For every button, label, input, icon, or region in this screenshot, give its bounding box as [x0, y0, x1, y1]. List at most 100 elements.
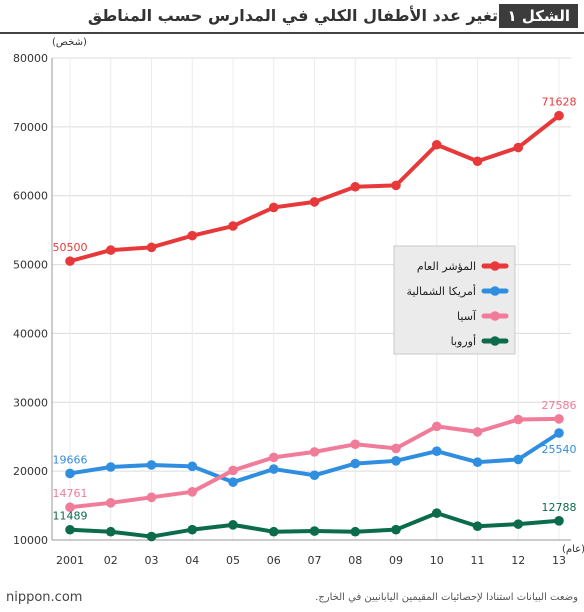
data-point [228, 465, 238, 476]
x-tick-label: 12 [511, 554, 525, 567]
legend-marker [490, 261, 500, 271]
data-point [268, 464, 279, 474]
data-point [309, 447, 320, 457]
x-axis-label: (عام) [562, 544, 584, 555]
data-point [431, 508, 442, 518]
series-2: 19666 25540 [53, 428, 577, 487]
legend-items: المؤشر العام أمريكا الشمالية آسيا أوروبا [406, 260, 509, 348]
series-group: 50500 71628 19666 25540 14761 27586 11489 12788 [53, 96, 577, 542]
data-point [146, 242, 157, 253]
data-point [146, 531, 157, 542]
y-tick-label: 70000 [13, 121, 48, 134]
x-tick-label: 13 [552, 554, 566, 567]
figure-label: الشكل ١ [499, 4, 578, 28]
y-tick-label: 50000 [13, 259, 48, 272]
data-point [391, 443, 401, 454]
x-tick-label: 08 [348, 554, 362, 567]
data-point [513, 142, 524, 153]
y-tick-label: 10000 [13, 534, 48, 547]
x-tick-label: 07 [308, 554, 322, 567]
data-point [65, 256, 75, 266]
data-point [554, 516, 564, 526]
series-4: 11489 12788 [53, 501, 577, 542]
chart-header: الشكل ١ تغير عدد الأطفال الكلي في المدار… [0, 0, 584, 34]
data-point [513, 519, 524, 529]
data-point [187, 487, 198, 497]
data-point [146, 460, 157, 470]
brand-logo-text: nippon.com [6, 590, 83, 605]
data-point [391, 456, 401, 466]
legend-label: أوروبا [451, 334, 476, 348]
x-tick-label: 11 [471, 554, 485, 567]
data-point [228, 221, 238, 231]
data-point [350, 458, 361, 469]
line-chart: 80000 70000 60000 50000 40000 30000 20000 10000… [13, 37, 584, 567]
x-axis-ticks: 2001 02 03 04 05 06 07 08 09 10 11 12 13 [56, 554, 566, 567]
x-tick-label: 04 [185, 554, 199, 567]
data-point [472, 427, 483, 437]
data-point [431, 421, 442, 432]
data-label: 50500 [53, 241, 88, 254]
data-point [554, 110, 564, 121]
series-1: 50500 71628 [53, 96, 577, 266]
data-label: 12788 [542, 501, 577, 514]
data-point [309, 197, 320, 207]
chart-title: تغير عدد الأطفال الكلي في المدارس حسب ال… [87, 6, 498, 25]
data-point [309, 526, 320, 536]
x-tick-label: 10 [430, 554, 444, 567]
data-point [554, 414, 564, 424]
data-point [350, 526, 361, 537]
data-point [105, 462, 116, 472]
source-note: وضعت البيانات استنادا لإحصائيات المقيمين… [315, 592, 578, 603]
data-point [105, 526, 116, 537]
data-point [65, 502, 75, 513]
series-3: 14761 27586 [53, 399, 577, 513]
data-label: 27586 [542, 399, 577, 412]
y-tick-label: 30000 [13, 396, 48, 409]
data-point [65, 524, 75, 535]
legend-marker [490, 336, 500, 346]
data-point [268, 526, 279, 537]
x-tick-label: 03 [145, 554, 159, 567]
data-label: 71628 [542, 96, 577, 109]
data-point [309, 470, 320, 481]
data-point [146, 492, 157, 503]
data-point [105, 245, 116, 255]
data-point [350, 439, 361, 450]
data-label: 11489 [53, 510, 88, 523]
x-tick-label: 06 [267, 554, 281, 567]
data-point [187, 524, 198, 535]
data-point [554, 428, 564, 438]
data-point [228, 520, 238, 530]
y-tick-label: 40000 [13, 327, 48, 340]
data-point [65, 468, 75, 479]
legend: المؤشر العام أمريكا الشمالية آسيا أوروبا [393, 245, 516, 355]
data-point [228, 477, 238, 487]
data-point [472, 521, 483, 532]
legend-marker [490, 311, 500, 321]
data-point [391, 524, 401, 535]
data-label: 19666 [53, 453, 88, 466]
data-point [513, 454, 524, 465]
data-point [268, 202, 279, 213]
legend-label: أمريكا الشمالية [406, 284, 476, 298]
data-point [513, 414, 524, 425]
legend-label: آسيا [457, 309, 477, 323]
x-tick-label: 2001 [56, 554, 84, 567]
data-point [187, 230, 198, 241]
x-tick-label: 09 [389, 554, 403, 567]
data-point [472, 156, 483, 167]
data-point [431, 139, 442, 150]
x-tick-label: 05 [226, 554, 240, 567]
data-label: 25540 [542, 443, 577, 456]
y-tick-label: 60000 [13, 190, 48, 203]
x-tick-label: 02 [104, 554, 118, 567]
data-point [350, 181, 361, 192]
data-point [391, 180, 401, 191]
data-point [472, 457, 483, 467]
y-axis-label: (شخص) [52, 37, 87, 48]
data-label: 14761 [53, 487, 88, 500]
y-tick-label: 80000 [13, 52, 48, 65]
data-point [105, 498, 116, 508]
data-point [268, 452, 279, 463]
